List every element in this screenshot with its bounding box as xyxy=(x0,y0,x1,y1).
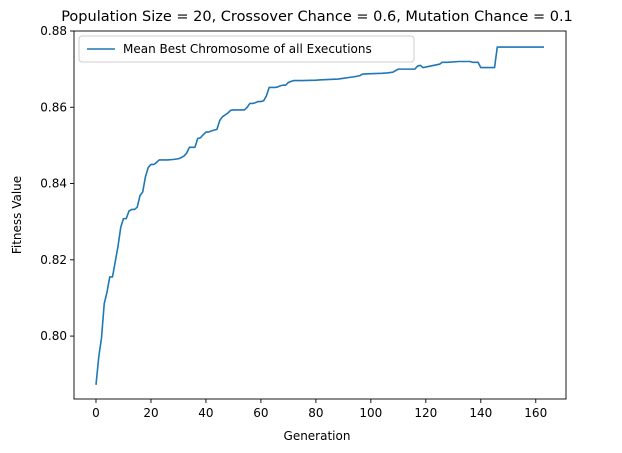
x-tick-label: 120 xyxy=(414,406,437,420)
plot-area: 0 20 40 60 80 100 120 140 160 0.80 0.82 0.84 0.86 0.8… xyxy=(40,24,567,420)
y-tick-label: 0.84 xyxy=(40,177,67,191)
x-tick-label: 100 xyxy=(359,406,382,420)
y-tick-label: 0.86 xyxy=(40,100,67,114)
legend-label: Mean Best Chromosome of all Executions xyxy=(123,42,372,56)
axes-frame xyxy=(73,30,567,400)
x-tick-label: 20 xyxy=(143,406,158,420)
x-tick-label: 0 xyxy=(92,406,100,420)
x-tick-label: 60 xyxy=(253,406,268,420)
y-axis-label: Fitness Value xyxy=(10,176,24,254)
series-line-0 xyxy=(95,46,545,385)
chart-title: Population Size = 20, Crossover Chance =… xyxy=(61,9,573,25)
x-tick-label: 40 xyxy=(198,406,213,420)
x-axis-label: Generation xyxy=(284,429,351,443)
legend: Mean Best Chromosome of all Executions xyxy=(78,35,415,63)
y-tick-label: 0.88 xyxy=(40,24,67,38)
x-tick-label: 160 xyxy=(524,406,547,420)
x-tick-label: 140 xyxy=(469,406,492,420)
legend-box xyxy=(78,35,415,63)
x-tick-label: 80 xyxy=(308,406,323,420)
y-tick-label: 0.80 xyxy=(40,329,67,343)
y-tick-label: 0.82 xyxy=(40,253,67,267)
